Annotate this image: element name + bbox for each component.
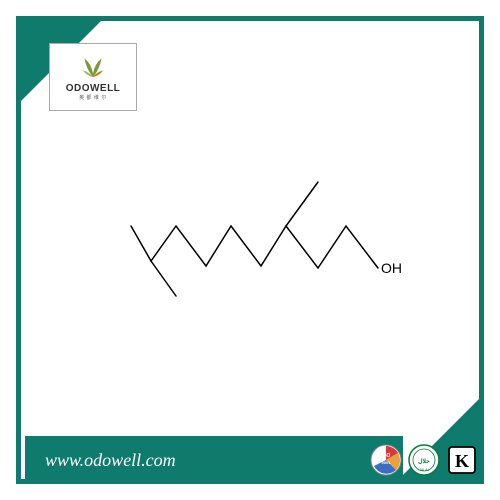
logo-brand-text: ODOWELL [66,83,121,94]
brand-logo: ODOWELL 奥 都 维 尔 [49,43,137,111]
svg-text:حلال: حلال [418,458,430,465]
chemical-structure: OH [116,176,396,306]
footer-band: www.odowell.com [25,436,403,484]
product-frame: ODOWELL 奥 都 维 尔 OH [16,16,484,484]
svg-text:ISO: ISO [382,453,391,459]
logo-leaf-icon [76,53,110,81]
svg-text:9001: 9001 [382,460,392,465]
website-url: www.odowell.com [45,450,176,471]
certification-badges: ISO 9001 حلال HALAL K [369,441,479,479]
hydroxyl-label: OH [381,260,402,276]
halal-badge-icon: حلال HALAL [407,443,441,477]
svg-text:HALAL: HALAL [418,468,429,472]
logo-sub-text: 奥 都 维 尔 [79,94,107,101]
kosher-badge-icon: K [445,443,479,477]
svg-text:K: K [455,451,469,471]
iso-badge-icon: ISO 9001 [369,443,403,477]
